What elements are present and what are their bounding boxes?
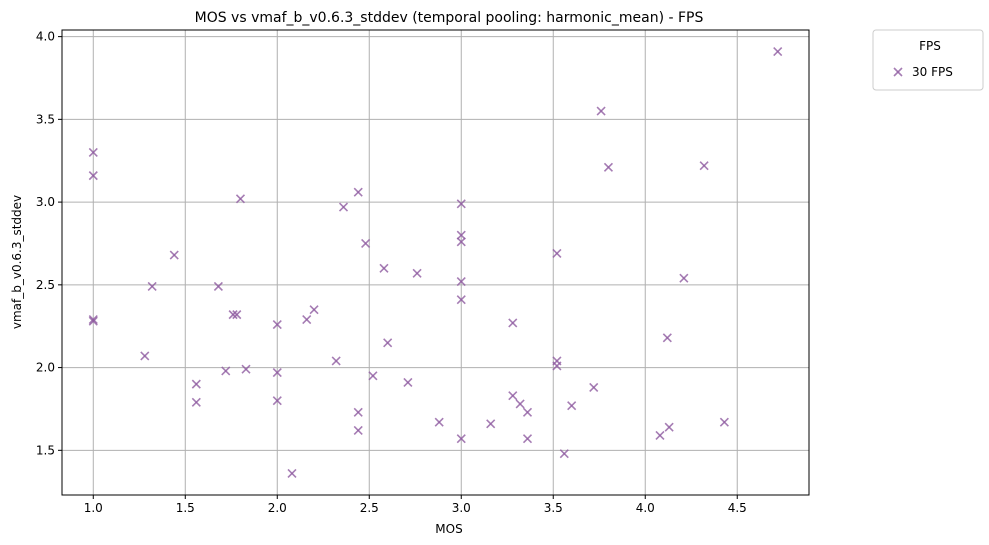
data-point xyxy=(508,318,518,328)
x-tick-label: 4.0 xyxy=(636,501,655,515)
data-point xyxy=(559,449,569,459)
x-tick-label: 1.5 xyxy=(176,501,195,515)
data-point xyxy=(353,187,363,197)
data-point xyxy=(309,305,319,315)
data-point xyxy=(486,419,496,429)
data-point xyxy=(434,417,444,427)
y-tick-label: 4.0 xyxy=(36,30,55,44)
data-point xyxy=(456,237,466,247)
data-point xyxy=(368,371,378,381)
chart-title: MOS vs vmaf_b_v0.6.3_stddev (temporal po… xyxy=(195,10,704,26)
legend: FPS 30 FPS xyxy=(872,29,984,91)
data-point xyxy=(191,397,201,407)
data-point xyxy=(221,366,231,376)
data-point xyxy=(241,364,251,374)
data-point xyxy=(272,396,282,406)
data-point xyxy=(552,361,562,371)
data-point xyxy=(603,162,614,172)
data-point xyxy=(655,430,665,440)
y-tick-label: 1.5 xyxy=(36,443,55,457)
y-tick-label: 2.5 xyxy=(36,278,55,292)
data-point xyxy=(508,391,518,401)
data-point xyxy=(213,281,223,292)
data-point xyxy=(272,319,282,330)
data-point xyxy=(664,422,674,432)
x-tick-label: 1.0 xyxy=(84,501,103,515)
data-point xyxy=(522,407,533,417)
data-point xyxy=(412,268,422,278)
data-point xyxy=(88,171,98,181)
data-point xyxy=(456,230,466,240)
grid-lines xyxy=(62,30,809,495)
data-point xyxy=(596,106,606,116)
data-point xyxy=(552,248,562,258)
data-point xyxy=(302,315,312,325)
data-point xyxy=(456,295,466,305)
legend-title: FPS xyxy=(919,39,941,53)
y-axis-ticks: 1.5 2.0 2.5 3.0 3.5 4.0 xyxy=(36,30,62,457)
data-point xyxy=(88,147,98,158)
data-point xyxy=(719,417,729,427)
legend-series-label: 30 FPS xyxy=(912,65,953,79)
data-point xyxy=(522,434,533,444)
x-tick-label: 3.0 xyxy=(452,501,471,515)
data-point xyxy=(228,310,238,320)
data-point xyxy=(403,377,413,388)
data-point xyxy=(88,316,98,326)
data-point xyxy=(456,276,466,287)
data-point xyxy=(379,263,389,273)
data-point xyxy=(287,468,297,479)
data-point xyxy=(662,333,672,343)
y-axis-label: vmaf_b_v0.6.3_stddev xyxy=(10,195,24,329)
data-point xyxy=(567,401,577,411)
data-point xyxy=(338,202,349,212)
data-point xyxy=(383,338,393,348)
data-point xyxy=(147,281,157,292)
data-point xyxy=(699,161,709,171)
x-tick-label: 2.5 xyxy=(360,501,379,515)
y-tick-label: 3.0 xyxy=(36,195,55,209)
x-tick-label: 4.5 xyxy=(728,501,747,515)
data-point xyxy=(140,351,150,361)
data-point xyxy=(353,425,363,436)
x-axis-label: MOS xyxy=(435,522,462,536)
data-point xyxy=(679,273,689,283)
data-point xyxy=(191,379,201,389)
legend-marker-icon xyxy=(893,67,903,77)
data-point xyxy=(272,367,282,378)
data-point xyxy=(169,250,179,260)
data-point xyxy=(456,199,466,209)
x-tick-label: 3.5 xyxy=(544,501,563,515)
x-axis-ticks: 1.0 1.5 2.0 2.5 3.0 3.5 4.0 4.5 xyxy=(84,495,747,515)
data-point xyxy=(515,399,525,409)
data-point xyxy=(361,238,371,249)
data-points xyxy=(88,46,783,479)
legend-marker xyxy=(893,67,903,77)
data-point xyxy=(353,407,363,417)
data-point xyxy=(773,46,783,57)
data-point xyxy=(589,382,599,393)
y-tick-label: 3.5 xyxy=(36,112,55,126)
data-point xyxy=(88,315,98,325)
data-point xyxy=(456,434,466,444)
data-point xyxy=(232,310,242,320)
plot-frame xyxy=(61,29,810,496)
data-point xyxy=(235,194,246,204)
data-point xyxy=(331,356,341,366)
y-tick-label: 2.0 xyxy=(36,361,55,375)
x-tick-label: 2.0 xyxy=(268,501,287,515)
